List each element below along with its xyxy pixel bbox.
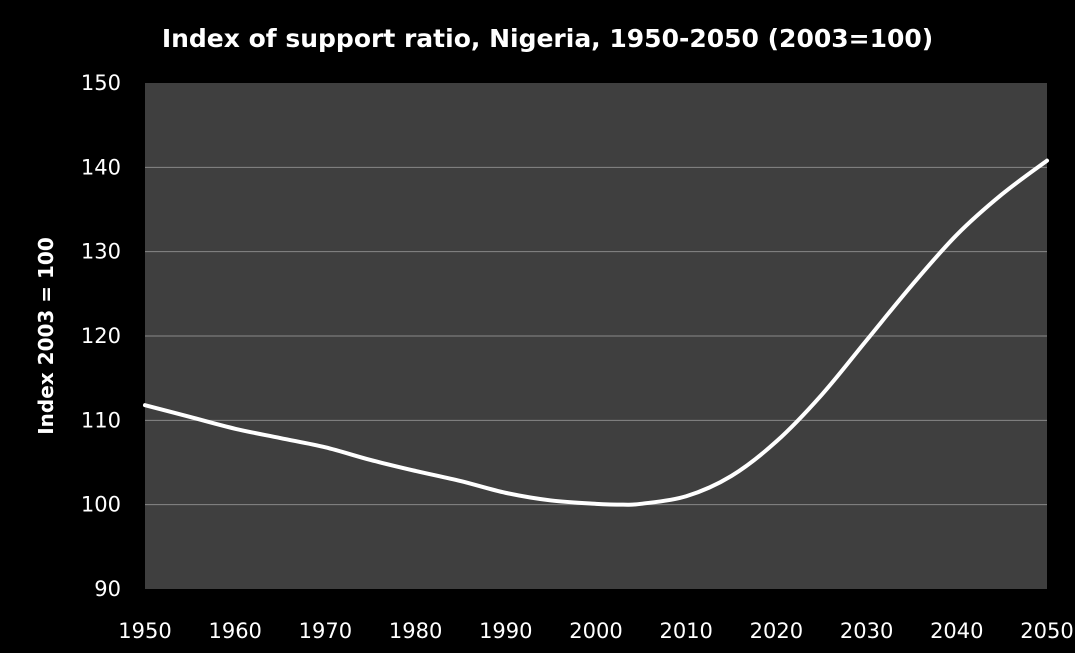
x-tick-label: 2010 bbox=[659, 619, 712, 643]
x-tick-label: 2040 bbox=[930, 619, 983, 643]
x-tick-label: 2000 bbox=[569, 619, 622, 643]
y-tick-label: 100 bbox=[81, 493, 121, 517]
y-axis-ticks: 90 100 110 120 130 140 150 bbox=[81, 71, 121, 601]
x-tick-label: 1960 bbox=[208, 619, 261, 643]
y-tick-label: 150 bbox=[81, 71, 121, 95]
x-tick-label: 1980 bbox=[389, 619, 442, 643]
y-tick-label: 140 bbox=[81, 155, 121, 179]
series-line bbox=[143, 158, 1049, 507]
x-tick-label: 1990 bbox=[479, 619, 532, 643]
chart-title: Index of support ratio, Nigeria, 1950-20… bbox=[161, 24, 934, 53]
y-tick-label: 130 bbox=[81, 240, 121, 264]
series-layer bbox=[143, 158, 1049, 507]
x-axis-ticks: 1950 1960 1970 1980 1990 2000 2010 2020 2030 2040… bbox=[118, 619, 1073, 643]
x-tick-label: 2050 bbox=[1020, 619, 1073, 643]
x-tick-label: 1970 bbox=[299, 619, 352, 643]
y-tick-label: 120 bbox=[81, 324, 121, 348]
y-tick-label: 110 bbox=[81, 408, 121, 432]
x-tick-label: 1950 bbox=[118, 619, 171, 643]
y-tick-label: 90 bbox=[94, 577, 121, 601]
x-tick-label: 2020 bbox=[750, 619, 803, 643]
x-tick-label: 2030 bbox=[840, 619, 893, 643]
